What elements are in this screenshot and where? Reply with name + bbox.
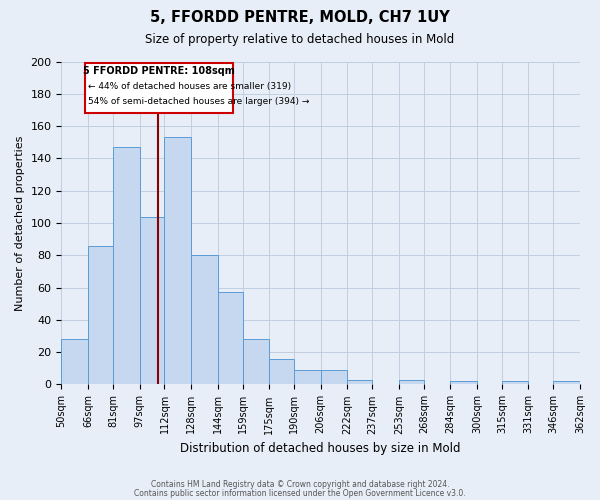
Y-axis label: Number of detached properties: Number of detached properties <box>15 136 25 310</box>
Bar <box>61 339 88 384</box>
Bar <box>242 339 269 384</box>
Text: ← 44% of detached houses are smaller (319): ← 44% of detached houses are smaller (31… <box>88 82 291 92</box>
Bar <box>347 380 372 384</box>
Bar <box>553 381 580 384</box>
Text: Contains HM Land Registry data © Crown copyright and database right 2024.: Contains HM Land Registry data © Crown c… <box>151 480 449 489</box>
FancyBboxPatch shape <box>85 63 233 113</box>
Text: 5, FFORDD PENTRE, MOLD, CH7 1UY: 5, FFORDD PENTRE, MOLD, CH7 1UY <box>150 10 450 25</box>
Bar <box>294 370 321 384</box>
Text: 54% of semi-detached houses are larger (394) →: 54% of semi-detached houses are larger (… <box>88 97 310 106</box>
Bar <box>502 381 529 384</box>
Bar <box>88 246 113 384</box>
Bar <box>399 380 424 384</box>
Bar <box>140 216 164 384</box>
Text: 5 FFORDD PENTRE: 108sqm: 5 FFORDD PENTRE: 108sqm <box>83 66 235 76</box>
Bar <box>321 370 347 384</box>
Bar <box>191 256 218 384</box>
Bar <box>164 138 191 384</box>
Bar <box>218 292 242 384</box>
X-axis label: Distribution of detached houses by size in Mold: Distribution of detached houses by size … <box>181 442 461 455</box>
Text: Contains public sector information licensed under the Open Government Licence v3: Contains public sector information licen… <box>134 489 466 498</box>
Text: Size of property relative to detached houses in Mold: Size of property relative to detached ho… <box>145 32 455 46</box>
Bar <box>269 358 294 384</box>
Bar <box>113 147 140 384</box>
Bar <box>451 381 477 384</box>
